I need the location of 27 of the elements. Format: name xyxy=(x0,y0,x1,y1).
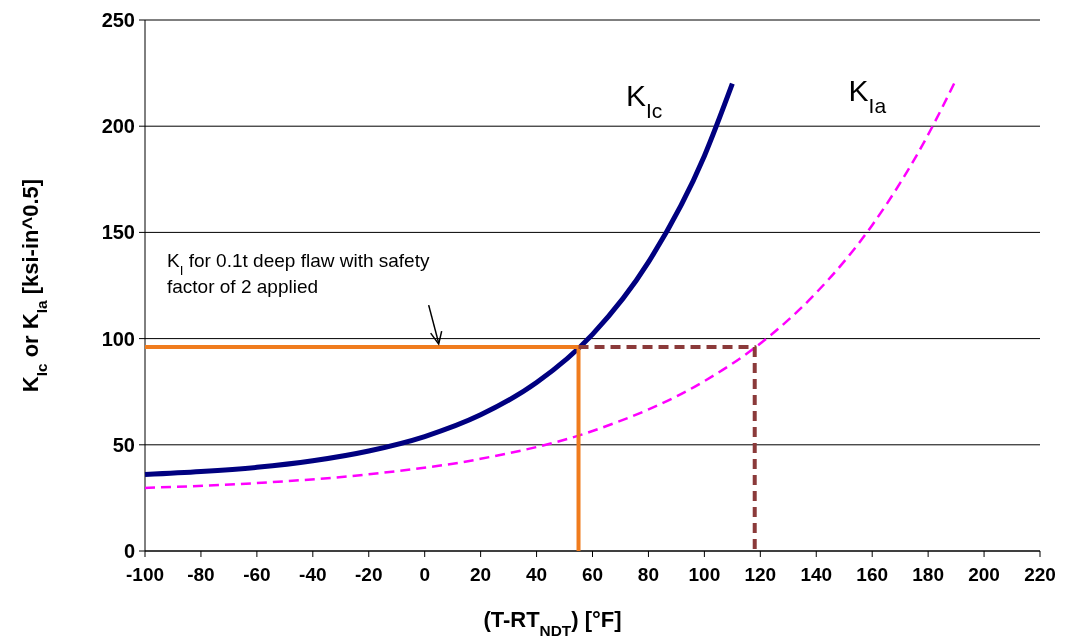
x-tick-label: 200 xyxy=(968,564,1000,585)
annotation: K$_{I}$ for 0.1t deep flaw with safety factor of 2 applied xyxy=(167,250,430,298)
y-tick-label: 200 xyxy=(101,115,135,138)
x-tick-label: 0 xyxy=(419,564,430,585)
series-label: K$_{Ia}$ xyxy=(848,74,887,117)
series-label: K$_{Ic}$ xyxy=(625,78,663,122)
y-tick-label: 150 xyxy=(101,221,135,244)
x-tick-label: 180 xyxy=(912,564,944,585)
x-tick-label: -80 xyxy=(187,564,215,585)
y-tick-label: 250 xyxy=(101,9,135,31)
x-tick-label: 160 xyxy=(856,564,889,585)
x-axis-title: (T-RT$_{NDT}$) [°F] xyxy=(483,607,622,639)
x-tick-label: 40 xyxy=(525,564,548,585)
x-tick-label: -100 xyxy=(125,564,165,585)
x-tick-label: 20 xyxy=(470,564,492,585)
x-tick-label: 120 xyxy=(744,564,777,585)
x-tick-label: -20 xyxy=(355,564,383,585)
x-tick-label: 100 xyxy=(688,564,721,585)
x-tick-label: -40 xyxy=(299,564,327,585)
x-tick-label: 140 xyxy=(800,564,833,585)
y-tick-label: 0 xyxy=(123,540,135,562)
x-tick-label: -60 xyxy=(243,564,271,585)
x-tick-label: 60 xyxy=(581,564,604,585)
x-tick-label: 220 xyxy=(1024,564,1056,585)
y-tick-label: 50 xyxy=(112,433,135,456)
y-tick-label: 100 xyxy=(101,327,135,350)
x-tick-label: 80 xyxy=(637,564,660,585)
